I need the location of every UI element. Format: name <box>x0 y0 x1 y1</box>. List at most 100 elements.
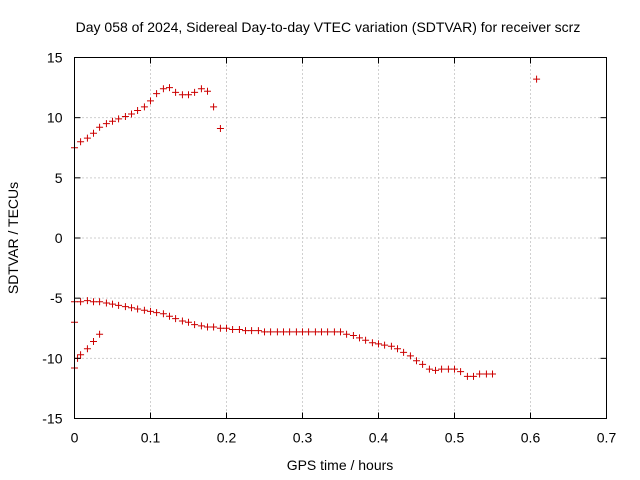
data-point <box>413 357 420 365</box>
x-tick-label: 0.2 <box>217 430 237 446</box>
data-point <box>197 322 205 330</box>
data-point <box>457 368 465 376</box>
grid <box>74 57 607 419</box>
y-tick-label: 10 <box>47 110 63 126</box>
x-tick-label: 0.1 <box>141 430 161 446</box>
data-point <box>185 91 192 99</box>
data-point <box>318 328 325 336</box>
data-point <box>178 317 186 325</box>
data-point <box>229 325 237 333</box>
data-point <box>83 297 91 305</box>
data-point <box>147 307 154 315</box>
data-point <box>102 120 110 128</box>
data-point <box>90 129 97 137</box>
data-point <box>406 352 414 360</box>
data-point <box>343 330 351 338</box>
y-tick-label: 5 <box>55 170 63 186</box>
data-point <box>387 342 395 350</box>
data-point <box>451 365 458 373</box>
data-point <box>90 337 97 345</box>
data-point <box>210 323 218 331</box>
data-point <box>185 318 192 326</box>
data-point <box>172 315 180 323</box>
data-point <box>261 328 268 336</box>
y-axis-label: SDTVAR / TECUs <box>5 182 21 294</box>
data-point <box>476 370 484 378</box>
y-tick-label: -10 <box>42 350 62 366</box>
data-point <box>280 328 287 336</box>
data-point <box>134 106 142 114</box>
data-point <box>267 328 275 336</box>
data-point <box>204 87 211 95</box>
data-point <box>121 303 129 311</box>
data-point <box>223 324 230 332</box>
data-point <box>147 97 154 105</box>
y-tick-label: 0 <box>55 230 63 246</box>
x-tick-label: 0.7 <box>597 430 617 446</box>
data-point <box>128 110 135 118</box>
data-point <box>432 366 439 374</box>
data-point <box>83 134 91 142</box>
data-point <box>134 305 142 313</box>
data-point <box>394 345 401 353</box>
data-point <box>102 299 110 307</box>
data-point <box>197 85 205 93</box>
data-point <box>305 328 313 336</box>
y-tick-label: 15 <box>47 50 63 66</box>
data-point <box>159 85 167 93</box>
data-point <box>115 301 123 309</box>
y-tick-label: -15 <box>42 411 62 427</box>
data-point <box>273 328 281 336</box>
data-point <box>337 328 344 336</box>
series-lower <box>71 318 104 372</box>
data-point <box>292 328 300 336</box>
data-point <box>159 310 167 318</box>
data-point <box>153 309 161 317</box>
data-point <box>166 312 173 320</box>
data-point <box>463 372 471 380</box>
data-point <box>375 340 382 348</box>
data-point <box>96 330 104 338</box>
data-point <box>349 331 357 339</box>
data-point <box>109 117 116 125</box>
data-point <box>356 334 363 342</box>
x-tick-label: 0.4 <box>369 430 389 446</box>
data-point <box>210 103 218 111</box>
data-point <box>482 370 490 378</box>
data-points <box>71 75 541 380</box>
data-point <box>109 300 116 308</box>
data-point <box>330 328 338 336</box>
data-point <box>362 336 370 344</box>
data-point <box>90 298 97 306</box>
chart-title: Day 058 of 2024, Sidereal Day-to-day VTE… <box>76 19 581 35</box>
data-point <box>191 88 199 96</box>
data-point <box>166 84 173 92</box>
x-tick-label: 0.5 <box>445 430 465 446</box>
data-point <box>533 75 541 83</box>
data-point <box>286 328 294 336</box>
x-tick-label: 0 <box>71 430 79 446</box>
data-point <box>115 115 123 123</box>
series-upper <box>71 75 541 152</box>
data-point <box>77 351 85 359</box>
data-point <box>77 298 85 306</box>
x-axis-label: GPS time / hours <box>287 457 394 473</box>
data-point <box>381 341 389 349</box>
data-point <box>299 328 306 336</box>
y-tick-label: -5 <box>50 290 63 306</box>
data-point <box>83 345 91 353</box>
data-point <box>419 360 427 368</box>
data-point <box>140 103 148 111</box>
data-point <box>153 90 161 98</box>
data-point <box>96 123 104 131</box>
data-point <box>216 124 224 132</box>
data-point <box>216 324 224 332</box>
data-point <box>128 304 135 312</box>
data-point <box>96 298 104 306</box>
data-point <box>425 365 433 373</box>
data-point <box>444 365 452 373</box>
data-point <box>248 327 256 335</box>
data-point <box>191 321 199 329</box>
data-point <box>470 372 477 380</box>
data-point <box>438 365 446 373</box>
